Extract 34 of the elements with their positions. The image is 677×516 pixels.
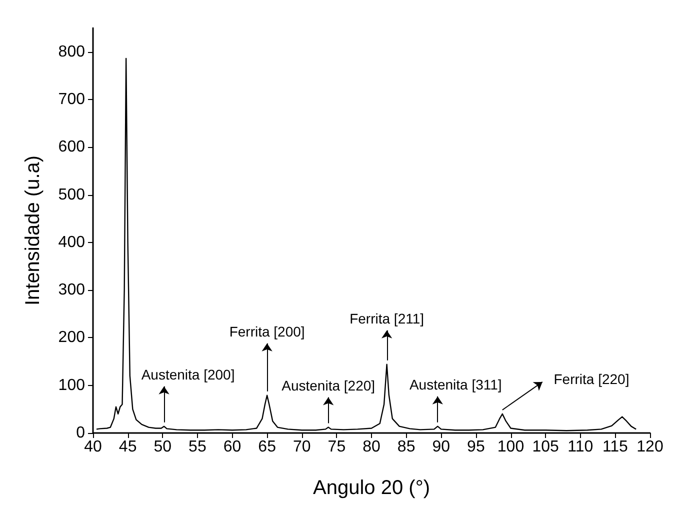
y-tick-label: 600 [58, 138, 86, 156]
annotation: Ferrita [211] [350, 310, 424, 326]
x-tick-label: 65 [258, 438, 276, 456]
annotation: Ferrita [220] [554, 371, 630, 388]
x-tick-label: 45 [118, 438, 137, 456]
y-tick-label: 800 [58, 43, 86, 60]
x-tick-label: 100 [497, 438, 524, 456]
y-tick-label: 500 [58, 186, 86, 204]
x-tick-label: 110 [568, 438, 594, 456]
x-tick-label: 75 [328, 438, 346, 456]
x-tick-label: 60 [223, 438, 242, 456]
x-tick-label: 115 [602, 438, 628, 456]
y-tick-label: 300 [58, 282, 86, 299]
x-tick-label: 50 [154, 438, 172, 456]
y-tick-label: 400 [58, 234, 86, 251]
y-tick-label: 200 [58, 329, 86, 346]
x-tick-label: 70 [292, 438, 311, 456]
y-tick-label: 0 [76, 424, 86, 442]
x-tick-label: 95 [467, 438, 485, 456]
x-tick-label: 80 [362, 438, 380, 456]
x-axis-title: Angulo 20 (°) [313, 477, 430, 499]
annotation: Austenita [200] [141, 366, 235, 382]
x-tick-label: 90 [432, 438, 450, 456]
x-tick-label: 40 [84, 438, 102, 456]
y-tick-label: 700 [58, 90, 86, 108]
x-tick-label: 105 [532, 438, 560, 456]
annotation: Ferrita [200] [229, 323, 305, 340]
y-tick-label: 100 [58, 376, 86, 394]
y-axis-title: Intensidade (u.a) [22, 155, 44, 306]
x-tick-label: 120 [636, 438, 664, 456]
x-tick-label: 55 [188, 438, 206, 456]
x-tick-label: 85 [397, 438, 416, 456]
annotation: Austenita [220] [282, 377, 376, 394]
annotation: Austenita [311] [409, 376, 502, 392]
